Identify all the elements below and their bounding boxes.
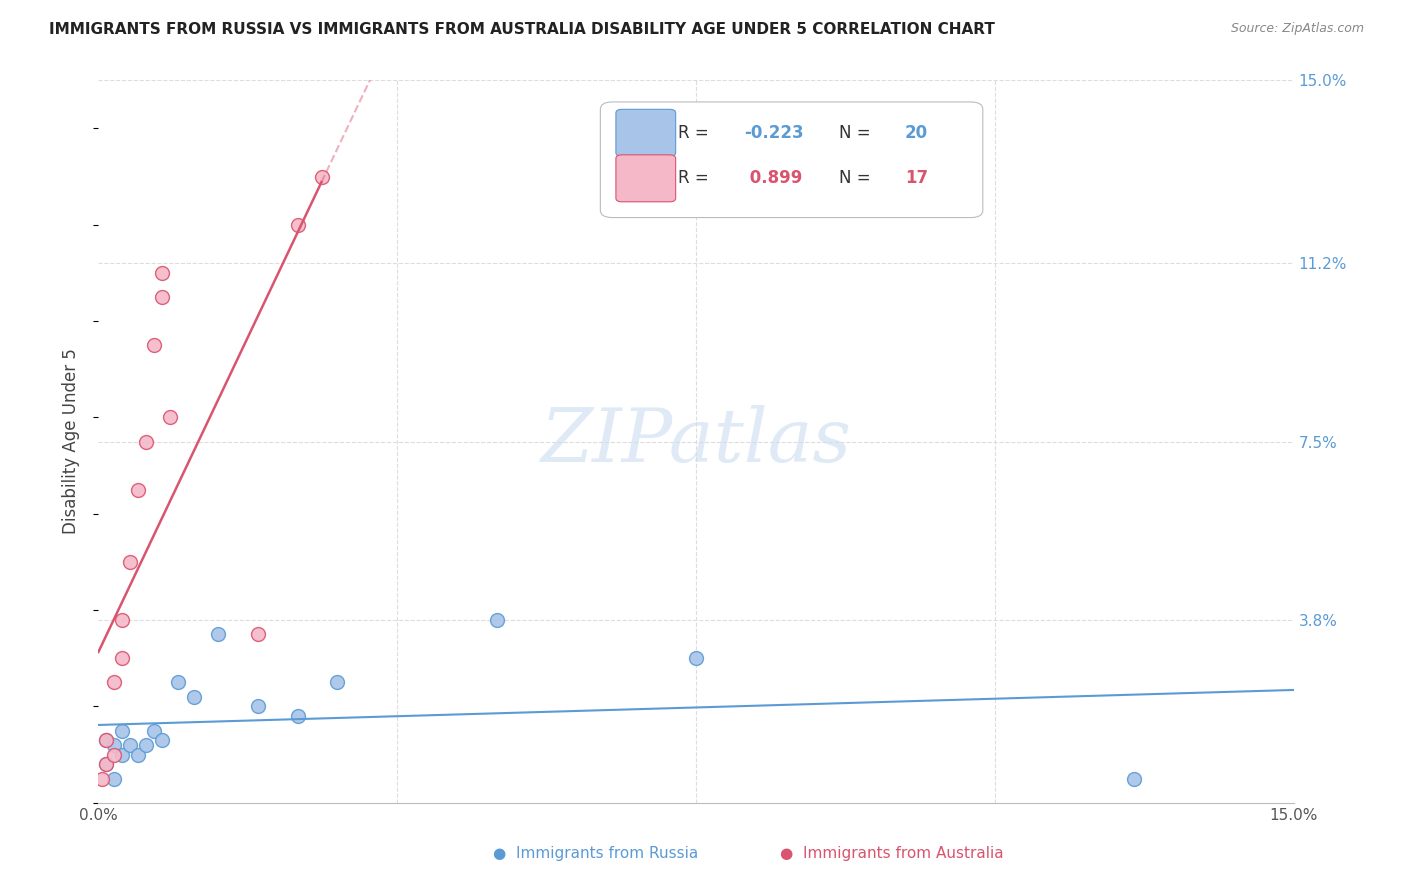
Point — [143, 723, 166, 738]
Point — [287, 218, 309, 232]
Point — [183, 690, 205, 704]
Point — [150, 266, 173, 280]
FancyBboxPatch shape — [616, 155, 676, 202]
Text: 0.899: 0.899 — [744, 169, 803, 187]
Y-axis label: Disability Age Under 5: Disability Age Under 5 — [62, 349, 80, 534]
Point — [207, 627, 229, 641]
Point — [103, 738, 125, 752]
Point — [96, 757, 118, 772]
Point — [96, 733, 118, 747]
Point — [143, 338, 166, 352]
Text: R =: R = — [678, 124, 714, 142]
Point — [103, 675, 125, 690]
Point — [103, 747, 125, 762]
Point — [150, 733, 173, 747]
Point — [127, 747, 149, 762]
Point — [167, 675, 190, 690]
Point — [96, 757, 118, 772]
Text: 17: 17 — [905, 169, 928, 187]
Text: ●  Immigrants from Russia: ● Immigrants from Russia — [494, 846, 697, 861]
Point — [127, 483, 149, 497]
Point — [159, 410, 181, 425]
Point — [135, 738, 157, 752]
Point — [1123, 772, 1146, 786]
Point — [150, 290, 173, 304]
Point — [96, 733, 118, 747]
Text: IMMIGRANTS FROM RUSSIA VS IMMIGRANTS FROM AUSTRALIA DISABILITY AGE UNDER 5 CORRE: IMMIGRANTS FROM RUSSIA VS IMMIGRANTS FRO… — [49, 22, 995, 37]
Point — [326, 675, 349, 690]
Point — [111, 747, 134, 762]
Point — [111, 723, 134, 738]
Text: ●  Immigrants from Australia: ● Immigrants from Australia — [779, 846, 1004, 861]
Point — [91, 772, 114, 786]
Point — [311, 169, 333, 184]
Text: Source: ZipAtlas.com: Source: ZipAtlas.com — [1230, 22, 1364, 36]
Text: N =: N = — [839, 169, 876, 187]
Point — [485, 613, 508, 627]
Text: R =: R = — [678, 169, 714, 187]
Text: -0.223: -0.223 — [744, 124, 803, 142]
Point — [120, 555, 142, 569]
Point — [120, 738, 142, 752]
FancyBboxPatch shape — [616, 110, 676, 156]
FancyBboxPatch shape — [600, 102, 983, 218]
Point — [685, 651, 707, 665]
Point — [135, 434, 157, 449]
Point — [246, 627, 269, 641]
Point — [111, 613, 134, 627]
Point — [111, 651, 134, 665]
Text: 20: 20 — [905, 124, 928, 142]
Text: N =: N = — [839, 124, 876, 142]
Text: ZIPatlas: ZIPatlas — [540, 405, 852, 478]
Point — [246, 699, 269, 714]
Point — [103, 772, 125, 786]
Point — [287, 709, 309, 723]
